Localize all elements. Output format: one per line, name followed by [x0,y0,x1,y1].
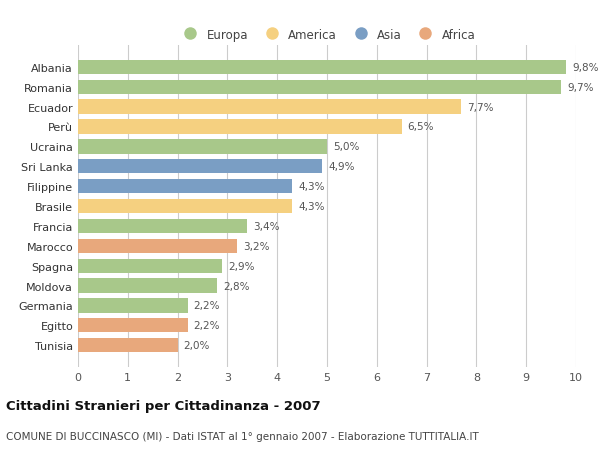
Text: 9,7%: 9,7% [567,83,593,92]
Text: 4,3%: 4,3% [298,182,325,192]
Bar [78,160,322,174]
Bar [78,120,402,134]
Text: 2,2%: 2,2% [194,301,220,311]
Text: Cittadini Stranieri per Cittadinanza - 2007: Cittadini Stranieri per Cittadinanza - 2… [6,399,320,412]
Bar [78,179,292,194]
Bar [78,299,188,313]
Text: 2,2%: 2,2% [194,321,220,330]
Text: 2,0%: 2,0% [184,341,210,350]
Text: COMUNE DI BUCCINASCO (MI) - Dati ISTAT al 1° gennaio 2007 - Elaborazione TUTTITA: COMUNE DI BUCCINASCO (MI) - Dati ISTAT a… [6,431,479,442]
Text: 2,8%: 2,8% [223,281,250,291]
Bar [78,140,327,154]
Text: 6,5%: 6,5% [407,122,434,132]
Text: 5,0%: 5,0% [333,142,359,152]
Bar [78,219,247,234]
Bar [78,61,566,75]
Bar [78,199,292,214]
Legend: Europa, America, Asia, Africa: Europa, America, Asia, Africa [176,26,478,44]
Bar [78,100,461,114]
Text: 9,8%: 9,8% [572,63,599,73]
Bar [78,279,217,293]
Text: 2,9%: 2,9% [229,261,255,271]
Bar [78,259,223,273]
Text: 4,3%: 4,3% [298,202,325,212]
Bar [78,338,178,353]
Bar [78,80,561,95]
Text: 4,9%: 4,9% [328,162,355,172]
Text: 3,4%: 3,4% [253,221,280,231]
Bar [78,239,238,253]
Text: 3,2%: 3,2% [244,241,270,251]
Text: 7,7%: 7,7% [467,102,494,112]
Bar [78,319,188,333]
